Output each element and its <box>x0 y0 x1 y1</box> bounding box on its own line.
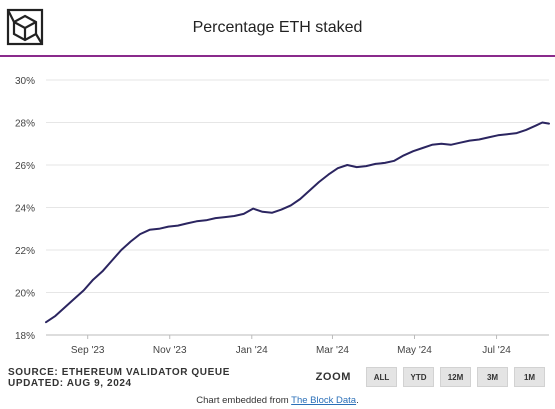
line-chart: 18% 20% 22% 24% 26% 28% 30% Sep '23 Nov '23 Jan '… <box>15 76 550 356</box>
zoom-label: ZOOM <box>315 371 351 383</box>
x-tick-label: Mar '24 <box>316 345 349 356</box>
y-tick-label: 24% <box>15 204 35 215</box>
zoom-12m-button[interactable]: 12M <box>440 367 471 387</box>
y-tick-label: 30% <box>15 76 35 87</box>
zoom-controls: ZOOM ALL YTD 12M 3M 1M <box>316 367 545 387</box>
updated-line: UPDATED: AUG 9, 2024 <box>8 378 132 389</box>
chart-header: Percentage ETH staked <box>0 0 555 57</box>
embed-credit: Chart embedded from The Block Data. <box>0 395 555 406</box>
source-line: SOURCE: ETHEREUM VALIDATOR QUEUE <box>8 367 230 378</box>
y-tick-label: 18% <box>15 331 35 342</box>
x-tick-label: Jan '24 <box>236 345 268 356</box>
zoom-all-button[interactable]: ALL <box>366 367 397 387</box>
y-tick-label: 26% <box>15 161 35 172</box>
zoom-3m-button[interactable]: 3M <box>477 367 508 387</box>
zoom-1m-button[interactable]: 1M <box>514 367 545 387</box>
source-info: SOURCE: ETHEREUM VALIDATOR QUEUE UPDATED… <box>8 367 230 389</box>
y-tick-label: 28% <box>15 119 35 130</box>
series-line <box>45 121 550 324</box>
x-tick-label: Jul '24 <box>482 345 511 356</box>
chart-title: Percentage ETH staked <box>192 19 363 36</box>
embed-prefix: Chart embedded from <box>196 395 292 406</box>
chart-footer: SOURCE: ETHEREUM VALIDATOR QUEUE UPDATED… <box>0 360 555 409</box>
header-divider <box>0 55 555 57</box>
the-block-data-link[interactable]: The Block Data <box>291 395 357 406</box>
zoom-ytd-button[interactable]: YTD <box>403 367 434 387</box>
x-tick-label: Nov '23 <box>153 345 187 356</box>
the-block-cube-logo-icon[interactable] <box>6 8 44 46</box>
y-tick-label: 22% <box>15 246 35 257</box>
x-tick-label: May '24 <box>397 345 432 356</box>
embed-suffix: . <box>356 395 359 406</box>
x-tick-label: Sep '23 <box>71 345 105 356</box>
y-tick-label: 20% <box>15 289 35 300</box>
